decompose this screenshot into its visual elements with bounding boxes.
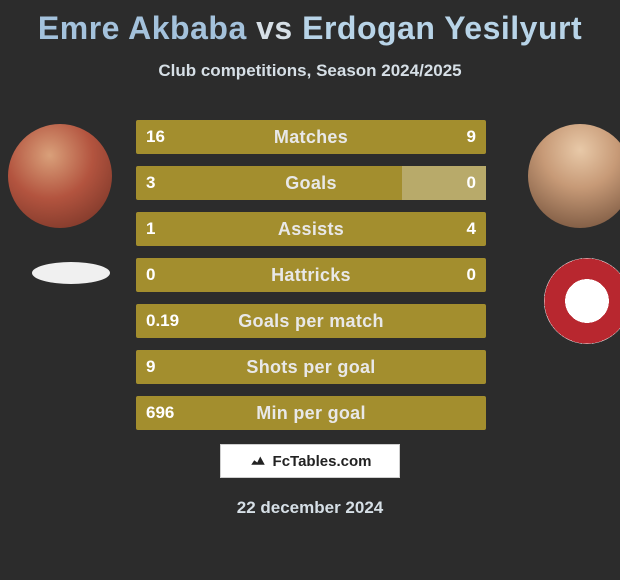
stat-label: Hattricks: [136, 258, 486, 292]
stat-row: 9 Shots per goal: [136, 350, 486, 384]
player1-club-logo: [32, 262, 110, 284]
player1-name: Emre Akbaba: [38, 10, 247, 46]
player2-avatar: [528, 124, 620, 228]
subtitle: Club competitions, Season 2024/2025: [0, 61, 620, 81]
stat-row: 696 Min per goal: [136, 396, 486, 430]
player1-avatar: [8, 124, 112, 228]
stat-right-value: 0: [457, 166, 486, 200]
comparison-bars: 16 Matches 9 3 Goals 0 1 Assists 4 0 Hat…: [136, 120, 486, 442]
stat-right-value: 9: [457, 120, 486, 154]
stat-right-value: [466, 304, 486, 338]
chart-icon: [249, 452, 267, 470]
stat-label: Assists: [136, 212, 486, 246]
stat-row: 16 Matches 9: [136, 120, 486, 154]
stat-label: Min per goal: [136, 396, 486, 430]
stat-label: Shots per goal: [136, 350, 486, 384]
player2-name: Erdogan Yesilyurt: [302, 10, 582, 46]
stat-right-value: 4: [457, 212, 486, 246]
branding-badge: FcTables.com: [220, 444, 400, 478]
stat-label: Matches: [136, 120, 486, 154]
stat-row: 3 Goals 0: [136, 166, 486, 200]
date-text: 22 december 2024: [0, 498, 620, 518]
stat-right-value: 0: [457, 258, 486, 292]
stat-right-value: [466, 350, 486, 384]
stat-row: 1 Assists 4: [136, 212, 486, 246]
vs-text: vs: [256, 10, 293, 46]
stat-label: Goals: [136, 166, 486, 200]
player2-club-logo: [544, 258, 620, 344]
stat-right-value: [466, 396, 486, 430]
page-title: Emre Akbaba vs Erdogan Yesilyurt: [0, 0, 620, 47]
stat-row: 0 Hattricks 0: [136, 258, 486, 292]
branding-text: FcTables.com: [273, 453, 372, 470]
stat-label: Goals per match: [136, 304, 486, 338]
stat-row: 0.19 Goals per match: [136, 304, 486, 338]
